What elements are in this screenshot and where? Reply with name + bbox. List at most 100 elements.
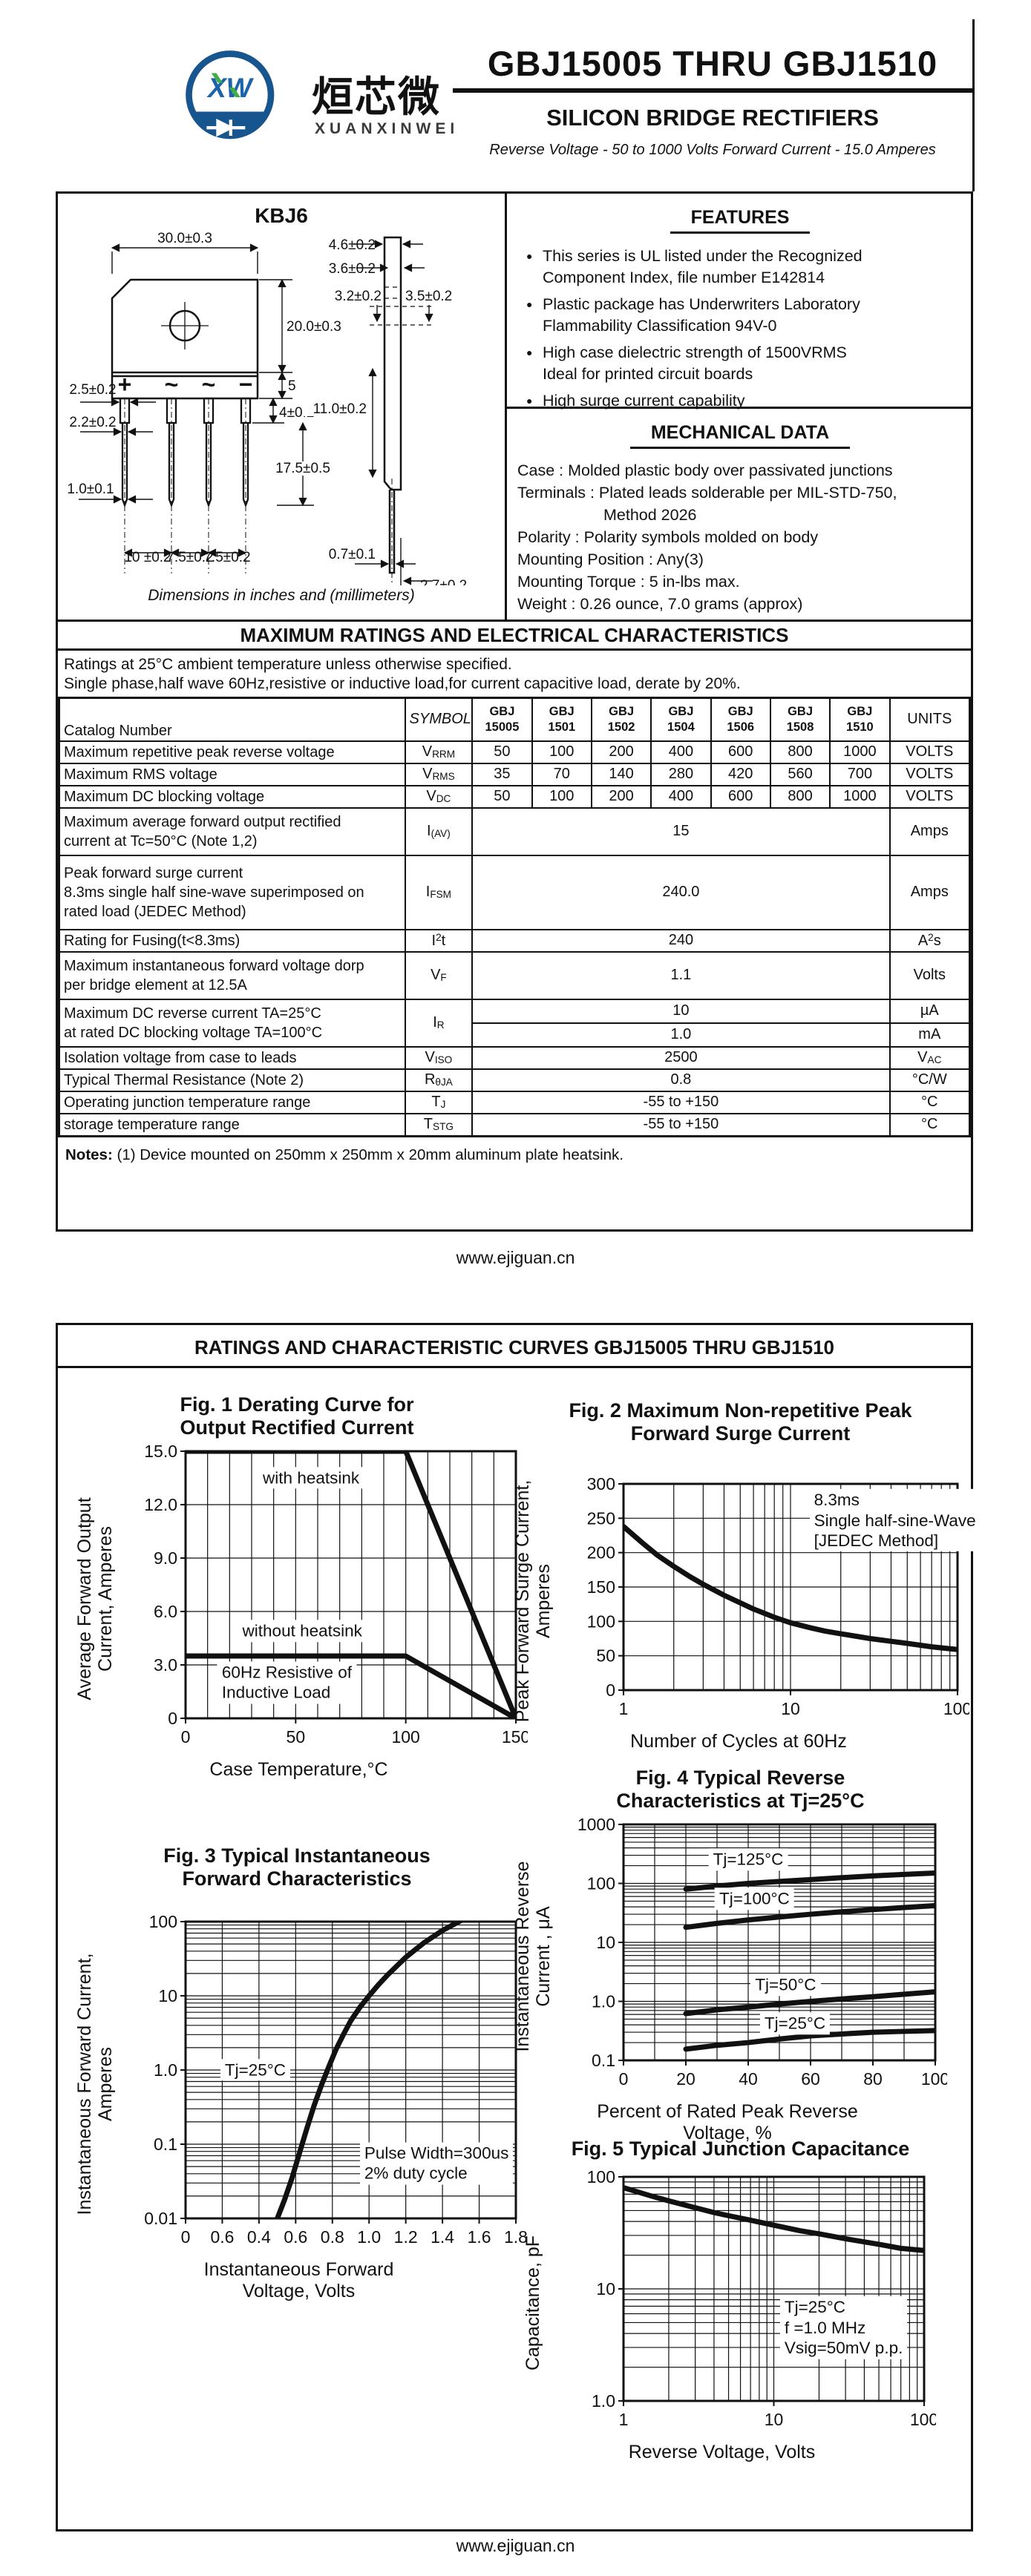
tick-label: 0.1	[154, 2135, 177, 2154]
figure-2-xlabel: Number of Cycles at 60Hz	[572, 1731, 906, 1752]
company-logo-icon: XW	[186, 50, 275, 139]
fig1-plot: 0 50 100 150 0 3.0 6.0 9.0 12.0 15.0	[144, 1442, 530, 1747]
tick-label: 0.1	[592, 2051, 615, 2070]
dimension-label: 7.5±0.2	[203, 550, 250, 565]
tick-label: 0.6	[210, 2227, 234, 2247]
figure-1-title: Fig. 1 Derating Curve for Output Rectifie…	[74, 1393, 520, 1439]
features-heading-wrap: FEATURES	[507, 207, 973, 234]
chart-annotation: 60Hz Resistive of Inductive Load	[217, 1661, 356, 1704]
figure-title-line: Forward Characteristics	[182, 1867, 412, 1890]
table-row: Rating for Fusing(t<8.3ms) I2t 240 A2s	[58, 928, 971, 953]
value-cell: 280	[650, 762, 712, 786]
table-row: Maximum average forward output rectified…	[58, 806, 971, 856]
dimension-label: 30.0±0.3	[157, 231, 212, 246]
figure-3: Fig. 3 Typical Instantaneous Forward Char…	[74, 1844, 528, 2302]
mechanical-panel: MECHANICAL DATA Case : Molded plastic bo…	[507, 409, 973, 615]
intro-line: Ratings at 25°C ambient temperature unle…	[64, 656, 512, 673]
features-list: This series is UL listed under the Recog…	[526, 246, 966, 412]
tick-label: 100	[921, 2069, 947, 2089]
series-Tj=100°C	[683, 1902, 935, 1931]
figure-ylabel-line: Current , μA	[533, 1905, 554, 2007]
figure-ylabel-line: Peak Forward Surge Current,	[512, 1479, 533, 1722]
figure-2-title: Fig. 2 Maximum Non-repetitive Peak Forwar…	[512, 1399, 969, 1445]
figure-xlabel-line: Voltage, Volts	[242, 2281, 356, 2301]
figure-ylabel-line: Instantaneous Forward Current,	[74, 1953, 95, 2215]
figure-ylabel-line: Average Forward Output	[74, 1496, 95, 1701]
curves-banner: RATINGS AND CHARACTERISTIC CURVES GBJ150…	[58, 1325, 971, 1368]
mechanical-line: Method 2026	[603, 506, 697, 524]
unit-cell: VOLTS	[888, 740, 971, 764]
value-cell: 100	[531, 740, 592, 764]
figure-ylabel-line: Amperes	[95, 2046, 116, 2121]
tick-label: 0	[168, 1709, 177, 1728]
tick-label: 15.0	[144, 1442, 177, 1461]
table-row: Typical Thermal Resistance (Note 2) RθJA 0…	[58, 1068, 971, 1092]
figure-3-ylabel: Instantaneous Forward Current, Amperes	[74, 1953, 116, 2215]
fig2-plot: 1 10 100 0 50 100 150 200 250 300	[587, 1474, 972, 1718]
dimension-label: 0.7±0.1	[329, 547, 376, 562]
unit-cell: Amps	[888, 806, 971, 856]
polarity-symbol: ~	[202, 371, 216, 398]
feature-item: This series is UL listed under the Recog…	[526, 246, 966, 289]
figure-ylabel-line: Amperes	[533, 1563, 554, 1638]
tick-label: 1.0	[357, 2227, 381, 2247]
unit-cell: °C	[888, 1090, 971, 1114]
tick-label: 100	[587, 1874, 615, 1893]
unit-cell: Amps	[888, 854, 971, 930]
tick-label: 100	[149, 1913, 177, 1931]
table-row: Operating junction temperature range TJ -5…	[58, 1090, 971, 1114]
series-Tj=125°C	[683, 1870, 935, 1892]
value-cell: 400	[650, 740, 712, 764]
document-subtitle: SILICON BRIDGE RECTIFIERS	[546, 105, 879, 131]
dimension-label: 2.5±0.2	[69, 382, 116, 398]
value-cell: 800	[769, 740, 831, 764]
symbol-cell: IR	[404, 998, 474, 1048]
tick-label: 50	[596, 1646, 615, 1666]
figure-4-chart: 0 20 40 60 80 100 0.1 1.0 10 100 1000 Tj=125°C Tj=10…	[564, 1815, 949, 2097]
title-underline	[453, 88, 972, 93]
col-header-part: GBJ 1504	[650, 697, 712, 742]
document-tagline: Reverse Voltage - 50 to 1000 Volts Forwa…	[489, 142, 936, 158]
dimension-label: 5	[288, 378, 296, 394]
chart-annotation: Tj=125°C	[708, 1848, 788, 1870]
value-cell: 1.1	[471, 950, 891, 1000]
tick-label: 9.0	[154, 1548, 177, 1568]
figure-5: Fig. 5 Typical Junction Capacitance Capa…	[512, 2138, 969, 2463]
value-cell: 10	[471, 998, 891, 1024]
dimension-label: 3.6±0.2	[329, 261, 376, 277]
tick-label: 1.8	[504, 2227, 528, 2247]
tick-label: 1000	[577, 1816, 615, 1834]
value-cell: 70	[531, 762, 592, 786]
tick-label: 1.0	[592, 2391, 615, 2411]
tick-label: 100	[587, 1611, 615, 1631]
tick-label: 300	[587, 1475, 615, 1494]
series-Tj=50°C	[683, 1989, 935, 2017]
tick-label: 40	[739, 2069, 758, 2089]
value-cell: 50	[471, 740, 533, 764]
tick-label: 1.0	[154, 2060, 177, 2080]
figure-4: Fig. 4 Typical Reverse Characteristics at…	[512, 1767, 969, 2144]
series-without heatsink	[186, 1653, 516, 1718]
dimension-label: 17.5±0.5	[275, 461, 330, 476]
ratings-intro: Ratings at 25°C ambient temperature unle…	[64, 655, 741, 694]
tick-label: 0.01	[144, 2209, 177, 2228]
tick-label: 10	[596, 1933, 615, 1952]
dimension-label: 7.5±0.2	[166, 550, 213, 565]
tick-label: 1	[619, 2410, 629, 2429]
col-header-part: GBJ 1502	[590, 697, 652, 742]
param-cell: Maximum DC blocking voltage	[58, 784, 406, 809]
figure-title-line: Forward Surge Current	[630, 1422, 851, 1445]
figure-5-title: Fig. 5 Typical Junction Capacitance	[512, 2138, 969, 2161]
col-header-catalog: Catalog Number	[58, 697, 406, 742]
mechanical-line: Case : Molded plastic body over passivat…	[517, 461, 893, 479]
col-header-symbols: SYMBOLS	[404, 697, 474, 742]
tick-label: 1.4	[431, 2227, 454, 2247]
mechanical-line: Polarity : Polarity symbols molded on bo…	[517, 528, 819, 546]
table-row: storage temperature range TSTG -55 to +150…	[58, 1112, 971, 1137]
tick-label: 20	[676, 2069, 695, 2089]
table-row: Maximum DC reverse current TA=25°C at rat…	[58, 998, 971, 1048]
unit-cell: VAC	[888, 1045, 971, 1070]
value-cell: 420	[710, 762, 771, 786]
value-cell: 700	[829, 762, 891, 786]
ratings-table: Catalog NumberSYMBOLSGBJ15005GBJ1501GBJ1…	[58, 697, 971, 1137]
